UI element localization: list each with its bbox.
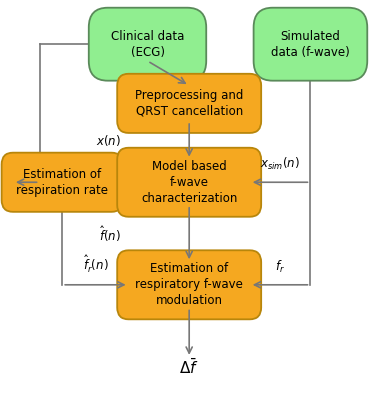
FancyBboxPatch shape: [117, 250, 261, 319]
Text: $\hat{f}_r(n)$: $\hat{f}_r(n)$: [82, 254, 108, 275]
Text: Simulated
data (f-wave): Simulated data (f-wave): [271, 30, 350, 59]
FancyBboxPatch shape: [117, 148, 261, 217]
FancyBboxPatch shape: [89, 8, 206, 81]
Text: $f_r$: $f_r$: [275, 259, 285, 275]
Text: $x_{sim}(n)$: $x_{sim}(n)$: [260, 156, 300, 172]
FancyBboxPatch shape: [117, 74, 261, 133]
FancyBboxPatch shape: [254, 8, 367, 81]
FancyBboxPatch shape: [2, 153, 123, 212]
Text: $\Delta\bar{f}$: $\Delta\bar{f}$: [179, 358, 199, 377]
Text: Preprocessing and
QRST cancellation: Preprocessing and QRST cancellation: [135, 89, 244, 118]
Text: Clinical data
(ECG): Clinical data (ECG): [111, 30, 184, 59]
Text: Estimation of
respiratory f-wave
modulation: Estimation of respiratory f-wave modulat…: [135, 262, 243, 307]
Text: $\hat{f}(n)$: $\hat{f}(n)$: [99, 224, 121, 244]
Text: $x(n)$: $x(n)$: [96, 133, 121, 148]
Text: Estimation of
respiration rate: Estimation of respiration rate: [16, 168, 108, 197]
Text: Model based
f-wave
characterization: Model based f-wave characterization: [141, 160, 237, 205]
